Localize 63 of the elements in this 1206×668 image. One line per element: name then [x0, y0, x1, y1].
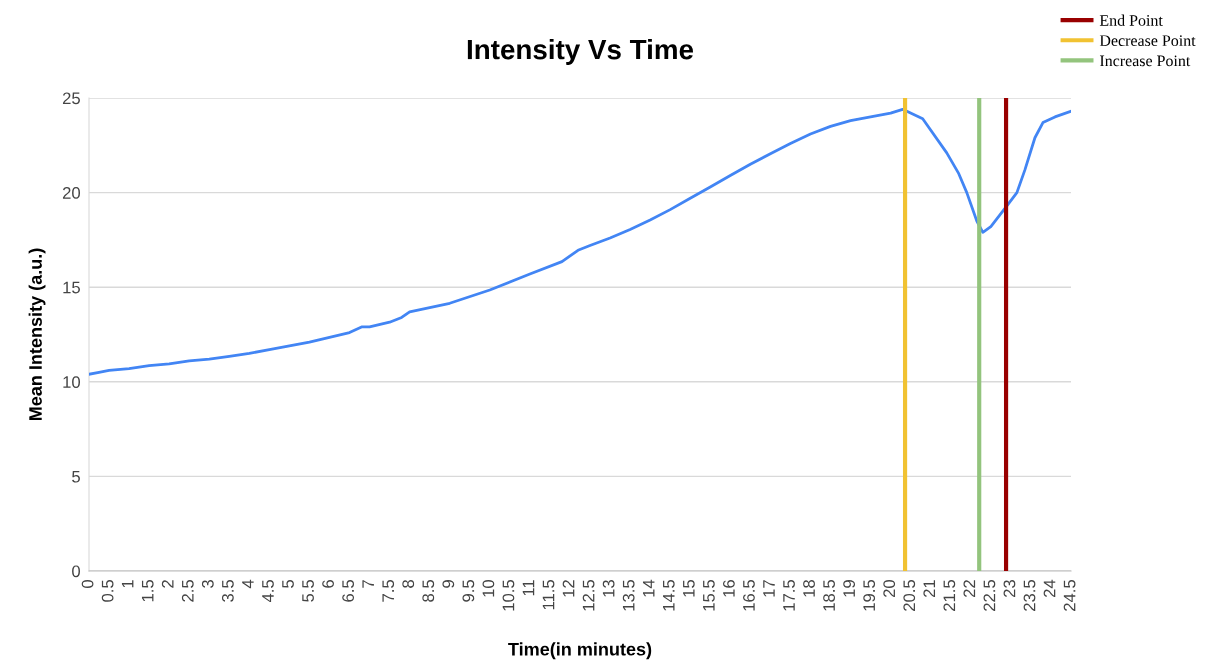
x-tick-label: 8.5 — [422, 580, 435, 602]
x-tick-label: 23 — [1003, 580, 1016, 598]
x-tick-label: 15.5 — [703, 580, 715, 611]
x-tick-label: 9 — [442, 580, 455, 588]
x-tick-label: 14 — [642, 579, 655, 597]
x-tick-label: 2.5 — [181, 580, 194, 602]
x-tick-label: 16.5 — [743, 580, 755, 611]
x-tick-label: 24.5 — [1063, 580, 1076, 611]
x-tick-label: 18 — [803, 580, 815, 597]
x-tick-label: 1.5 — [141, 580, 154, 602]
y-tick-label: 5 — [72, 470, 80, 483]
y-tick-label: 25 — [62, 92, 80, 105]
x-tick-label: 21 — [923, 580, 936, 598]
x-tick-label: 5 — [282, 580, 294, 588]
line-series — [89, 107, 1071, 376]
x-tick-label: 17.5 — [783, 580, 795, 611]
x-tick-label: 7.5 — [382, 580, 395, 602]
legend-label: Increase Point — [1099, 55, 1191, 67]
x-tick-label: 20.5 — [903, 580, 916, 611]
x-tick-label: 3.5 — [221, 580, 234, 602]
x-tick-label: 21.5 — [943, 580, 956, 611]
x-tick-label: 10 — [482, 579, 495, 597]
legend-label: End Point — [1099, 14, 1163, 26]
x-tick-label: 12 — [562, 580, 575, 597]
x-tick-label: 24 — [1043, 579, 1056, 598]
x-tick-label: 5.5 — [302, 580, 314, 602]
y-axis-title: Mean Intensity (a.u.) — [28, 248, 46, 421]
x-tick-label: 4.5 — [262, 580, 274, 603]
x-tick-label: 0.5 — [101, 580, 114, 602]
y-tick-label: 20 — [62, 187, 81, 199]
x-tick-label: 16 — [722, 580, 735, 597]
x-tick-label: 6.5 — [342, 580, 354, 602]
x-axis-title: Time(in minutes) — [508, 642, 652, 660]
x-tick-label: 19.5 — [863, 580, 876, 611]
x-tick-label: 22.5 — [983, 580, 996, 611]
chart-title: Intensity Vs Time — [467, 38, 694, 65]
x-tick-label: 19 — [843, 580, 856, 597]
x-tick-label: 12.5 — [582, 580, 595, 611]
x-tick-label: 1 — [121, 580, 134, 588]
x-tick-label: 8 — [402, 580, 415, 588]
x-tick-label: 13 — [602, 580, 615, 597]
x-tick-label: 20 — [883, 579, 896, 598]
x-tick-label: 23.5 — [1023, 580, 1036, 611]
y-tick-label: 10 — [63, 376, 81, 388]
x-tick-label: 4 — [242, 579, 254, 589]
x-tick-label: 6 — [322, 580, 334, 588]
x-tick-label: 7 — [362, 580, 374, 588]
x-tick-label: 9.5 — [462, 580, 475, 602]
x-tick-label: 2 — [161, 580, 174, 588]
x-tick-label: 14.5 — [663, 580, 675, 611]
x-tick-label: 10.5 — [502, 580, 515, 611]
x-tick-label: 15 — [683, 580, 695, 597]
x-tick-label: 11 — [522, 580, 535, 596]
x-tick-label: 0 — [81, 579, 94, 588]
legend-label: Decrease Point — [1099, 35, 1196, 47]
y-tick-label: 15 — [63, 281, 80, 294]
x-tick-label: 11.5 — [542, 580, 555, 610]
x-tick-label: 3 — [201, 580, 214, 588]
x-tick-label: 13.5 — [622, 580, 635, 611]
y-tick-label: 0 — [72, 565, 81, 578]
x-tick-label: 22 — [963, 580, 976, 598]
x-tick-label: 18.5 — [823, 580, 835, 611]
x-tick-label: 17 — [763, 580, 775, 597]
